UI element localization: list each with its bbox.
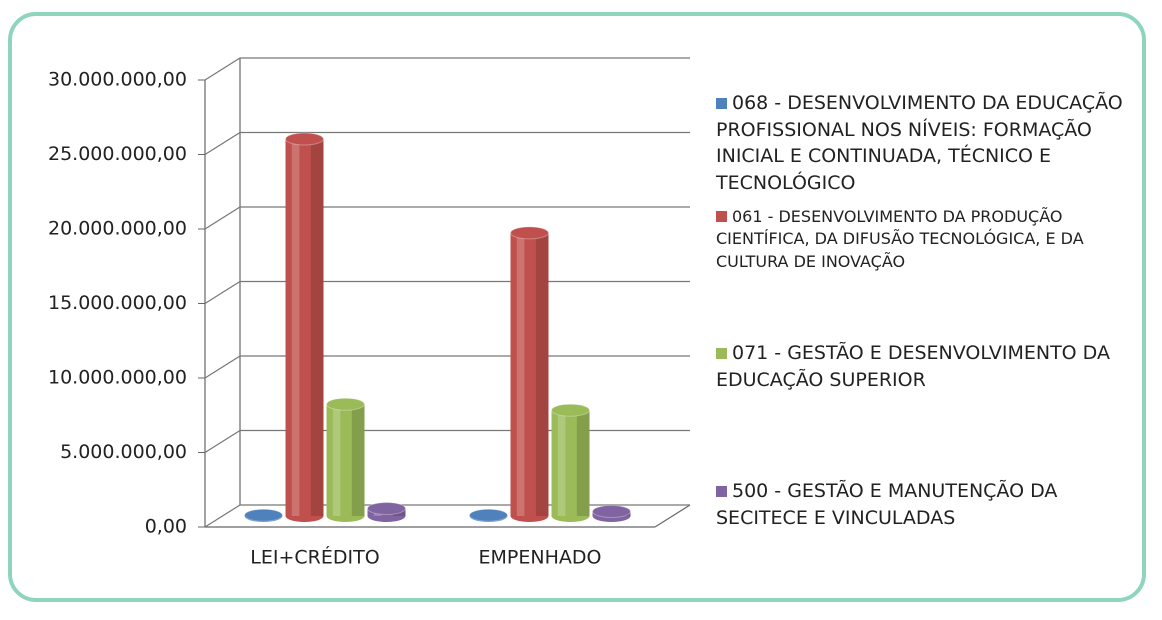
bar <box>326 404 365 516</box>
bar-highlight <box>291 139 300 516</box>
legend-item: 500 - GESTÃO E MANUTENÇÃO DA SECITECE E … <box>716 478 1146 531</box>
bar <box>285 139 324 516</box>
y-tick-label: 25.000.000,00 <box>48 143 187 165</box>
bar-cap <box>510 226 549 240</box>
y-tick-label: 10.000.000,00 <box>48 367 187 389</box>
bar-cap <box>244 508 283 522</box>
legend-item: 068 - DESENVOLVIMENTO DA EDUCAÇÃO PROFIS… <box>716 90 1146 196</box>
bar <box>551 410 590 516</box>
legend-label: 061 - DESENVOLVIMENTO DA PRODUÇÃO CIENTÍ… <box>716 207 1084 271</box>
legend-label: 500 - GESTÃO E MANUTENÇÃO DA SECITECE E … <box>716 480 1058 529</box>
bar-shade <box>310 139 324 516</box>
legend-swatch <box>716 211 727 222</box>
legend-swatch <box>716 98 727 109</box>
grid-line <box>204 355 690 379</box>
grid-line <box>204 280 690 305</box>
legend-swatch <box>716 348 727 359</box>
bar-shade <box>535 232 549 516</box>
legend-item: 071 - GESTÃO E DESENVOLVIMENTO DA EDUCAÇ… <box>716 340 1146 393</box>
grid-line <box>204 57 690 81</box>
bar-cap <box>285 132 324 146</box>
bar-highlight <box>557 410 566 516</box>
legend-label: 071 - GESTÃO E DESENVOLVIMENTO DA EDUCAÇ… <box>716 342 1110 391</box>
legend-swatch <box>716 486 727 497</box>
y-tick-label: 5.000.000,00 <box>60 441 187 463</box>
bar-cap <box>326 397 365 411</box>
grid-line <box>204 131 690 156</box>
bar-shade <box>351 404 365 516</box>
grid-line <box>204 206 690 230</box>
bar-highlight <box>332 404 341 516</box>
legend-item: 061 - DESENVOLVIMENTO DA PRODUÇÃO CIENTÍ… <box>716 206 1146 273</box>
bar-shade <box>576 410 590 516</box>
y-tick-label: 30.000.000,00 <box>48 69 187 91</box>
grid-line <box>204 429 690 454</box>
bar-cap <box>469 508 508 522</box>
y-tick-label: 20.000.000,00 <box>48 218 187 240</box>
y-tick-label: 15.000.000,00 <box>48 292 187 314</box>
x-tick-label: LEI+CRÉDITO <box>250 546 379 569</box>
bar-highlight <box>516 232 525 516</box>
bar-cap <box>551 403 590 417</box>
bar-cap <box>367 502 406 516</box>
bar-cap <box>592 505 631 519</box>
legend-label: 068 - DESENVOLVIMENTO DA EDUCAÇÃO PROFIS… <box>716 92 1123 194</box>
x-tick-label: EMPENHADO <box>479 547 602 569</box>
bar <box>510 232 549 516</box>
floor-line <box>654 504 691 528</box>
y-tick-label: 0,00 <box>145 516 187 538</box>
